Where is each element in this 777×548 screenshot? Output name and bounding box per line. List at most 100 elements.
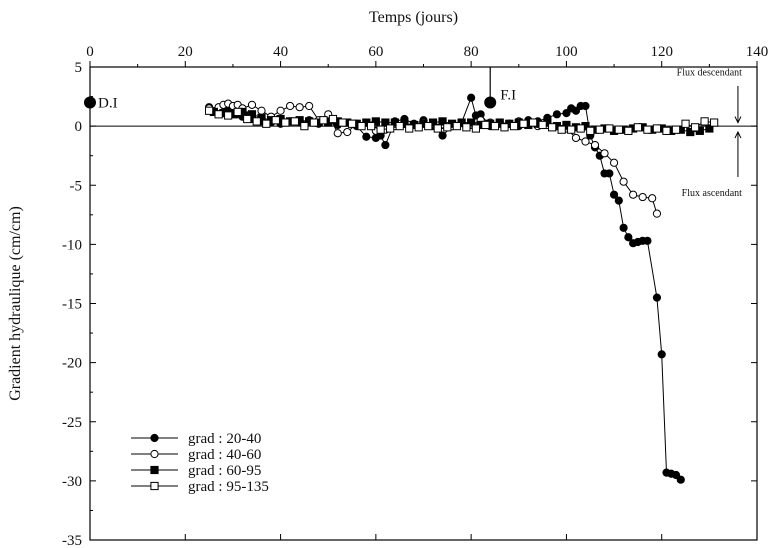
- fi-label: F.I: [500, 87, 516, 103]
- legend-item: grad : 60-95: [131, 463, 261, 479]
- data-point: [619, 223, 628, 232]
- data-point: [671, 470, 681, 480]
- data-point: [624, 126, 633, 135]
- data-point: [381, 140, 390, 150]
- data-point: [333, 129, 342, 138]
- data-point: [295, 103, 304, 112]
- legend-item: grad : 40-60: [131, 447, 261, 463]
- flux-ascendant-label: Flux ascendant: [682, 188, 742, 199]
- data-point: [471, 124, 481, 133]
- x-axis-title: Temps (jours): [369, 9, 458, 26]
- data-point: [614, 196, 623, 205]
- data-point: [405, 124, 414, 133]
- data-point: [652, 209, 662, 218]
- data-point: [414, 123, 423, 132]
- data-point: [657, 350, 666, 359]
- x-tick-label: 0: [86, 44, 94, 60]
- data-point: [305, 101, 314, 111]
- data-point: [281, 118, 290, 127]
- legend-marker: [150, 433, 159, 443]
- legend-label: grad : 95-135: [188, 479, 269, 495]
- data-point: [443, 123, 452, 132]
- data-point: [276, 106, 285, 115]
- data-point: [619, 177, 628, 186]
- data-point: [376, 125, 385, 134]
- data-point: [705, 124, 714, 133]
- data-point: [309, 118, 319, 127]
- data-point: [581, 137, 590, 146]
- data-point: [438, 117, 447, 126]
- data-point: [576, 124, 585, 133]
- di-label: D.I: [98, 95, 118, 111]
- series-4: [205, 106, 719, 135]
- data-point: [643, 236, 652, 245]
- data-point: [548, 123, 557, 132]
- data-point: [347, 119, 357, 128]
- legend-item: grad : 95-135: [131, 479, 269, 495]
- x-tick-label: 20: [178, 44, 193, 60]
- x-tick-label: 60: [368, 44, 383, 60]
- data-point: [433, 124, 442, 133]
- data-point: [652, 293, 662, 302]
- flux-descendant-label: Flux descendant: [677, 67, 742, 78]
- data-point: [624, 233, 633, 242]
- data-point: [671, 125, 681, 134]
- data-point: [233, 107, 242, 117]
- data-point: [590, 140, 600, 150]
- data-point: [538, 120, 547, 130]
- flux-ascendant-arrow-head: [734, 130, 742, 139]
- data-point: [605, 124, 614, 133]
- x-tick-label: 120: [650, 44, 673, 60]
- data-point: [224, 111, 233, 120]
- data-point: [562, 109, 571, 118]
- y-tick-label: 0: [75, 119, 83, 135]
- y-tick-label: -5: [70, 178, 83, 194]
- y-tick-label: -20: [62, 356, 82, 372]
- data-point: [371, 117, 380, 126]
- data-point: [710, 118, 719, 127]
- data-point: [681, 119, 690, 128]
- data-point: [366, 122, 376, 131]
- data-point: [633, 123, 642, 132]
- data-point: [605, 169, 614, 178]
- series-line: [209, 96, 682, 481]
- data-point: [648, 194, 657, 203]
- y-tick-label: -10: [62, 237, 82, 253]
- data-point: [600, 149, 609, 158]
- legend-item: grad : 20-40: [131, 431, 261, 447]
- data-point: [452, 122, 461, 131]
- data-point: [629, 190, 638, 199]
- x-tick-label: 80: [464, 44, 479, 60]
- x-tick-label: 100: [555, 44, 578, 60]
- data-point: [300, 122, 309, 131]
- data-point: [252, 117, 261, 126]
- data-point: [581, 101, 590, 111]
- data-point: [652, 124, 662, 133]
- data-point: [257, 106, 266, 115]
- data-point: [262, 119, 271, 128]
- data-point: [424, 122, 433, 131]
- data-point: [214, 110, 223, 119]
- data-point: [247, 100, 257, 109]
- axes: 0 20 40 60 80 100 120 14050-5-10-15-20-25-30-35…: [7, 9, 768, 548]
- data-point: [586, 126, 595, 135]
- data-point: [643, 125, 652, 134]
- data-point: [467, 93, 476, 102]
- legend-label: grad : 20-40: [188, 431, 261, 447]
- annotations: D.I F.I Flux descendant Flux ascendant: [84, 67, 742, 199]
- data-point: [243, 114, 252, 124]
- data-point: [395, 122, 404, 131]
- data-point: [638, 192, 647, 202]
- data-point: [343, 127, 352, 137]
- data-point: [562, 120, 571, 130]
- data-point: [609, 190, 619, 199]
- y-tick-label: -30: [62, 474, 82, 490]
- data-point: [676, 475, 685, 484]
- data-point: [557, 125, 566, 134]
- x-tick-label: 40: [273, 44, 288, 60]
- y-axis-title: Gradient hydraulique (cm/cm): [7, 206, 24, 401]
- data-point: [690, 123, 700, 132]
- data-point: [328, 114, 338, 124]
- data-point: [386, 124, 395, 133]
